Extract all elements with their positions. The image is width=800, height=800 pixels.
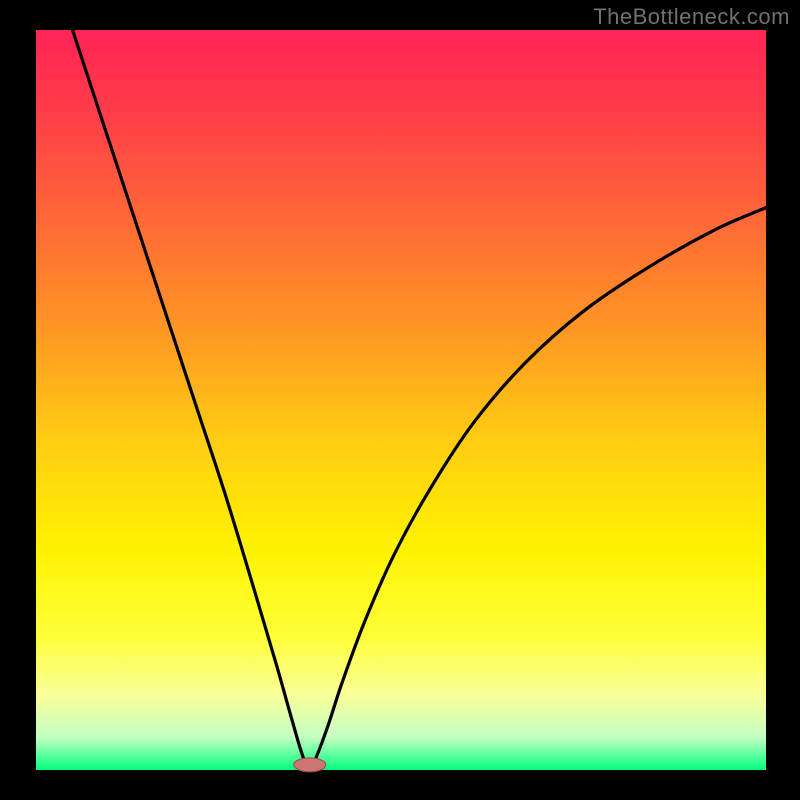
watermark-text: TheBottleneck.com xyxy=(593,4,790,30)
plot-background xyxy=(36,30,766,770)
optimal-point-marker xyxy=(294,758,326,772)
bottleneck-chart xyxy=(0,0,800,800)
